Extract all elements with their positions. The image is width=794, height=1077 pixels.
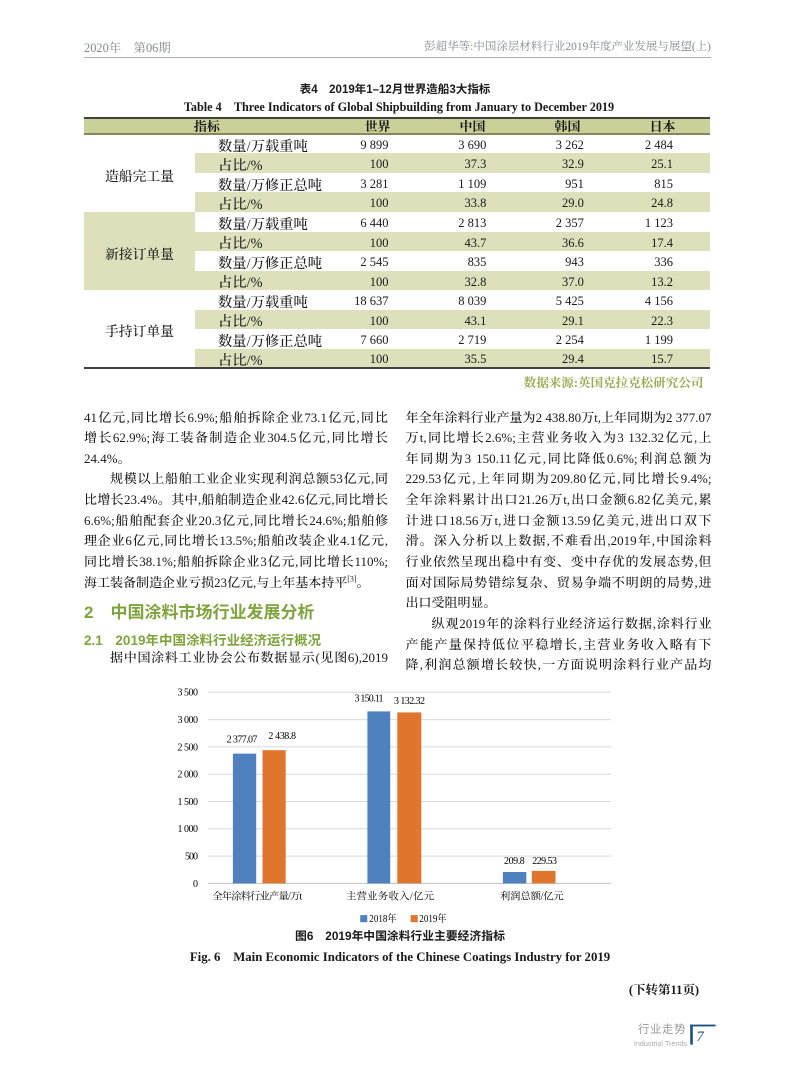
svg-text:229.53: 229.53 <box>532 856 557 867</box>
svg-text:0: 0 <box>193 879 198 890</box>
svg-text:209.8: 209.8 <box>504 856 525 867</box>
svg-text:2 500: 2 500 <box>178 742 199 753</box>
svg-text:3 150.11: 3 150.11 <box>354 694 383 705</box>
svg-text:1 500: 1 500 <box>178 797 199 808</box>
svg-text:2018年: 2018年 <box>369 912 397 925</box>
svg-text:500: 500 <box>185 852 198 863</box>
svg-text:全年涂料行业产量/万t: 全年涂料行业产量/万t <box>212 891 302 903</box>
svg-text:3 000: 3 000 <box>178 715 199 726</box>
svg-text:利润总额/亿元: 利润总额/亿元 <box>500 891 564 903</box>
svg-text:1 000: 1 000 <box>178 824 199 835</box>
svg-text:2 000: 2 000 <box>178 770 199 781</box>
svg-text:2019年: 2019年 <box>419 912 447 925</box>
svg-text:2 377.07: 2 377.07 <box>227 735 258 746</box>
svg-text:3 132.32: 3 132.32 <box>394 696 425 707</box>
svg-text:3 500: 3 500 <box>178 688 199 699</box>
svg-text:主营业务收入/亿元: 主营业务收入/亿元 <box>346 891 435 903</box>
svg-text:2 438.8: 2 438.8 <box>268 731 296 742</box>
